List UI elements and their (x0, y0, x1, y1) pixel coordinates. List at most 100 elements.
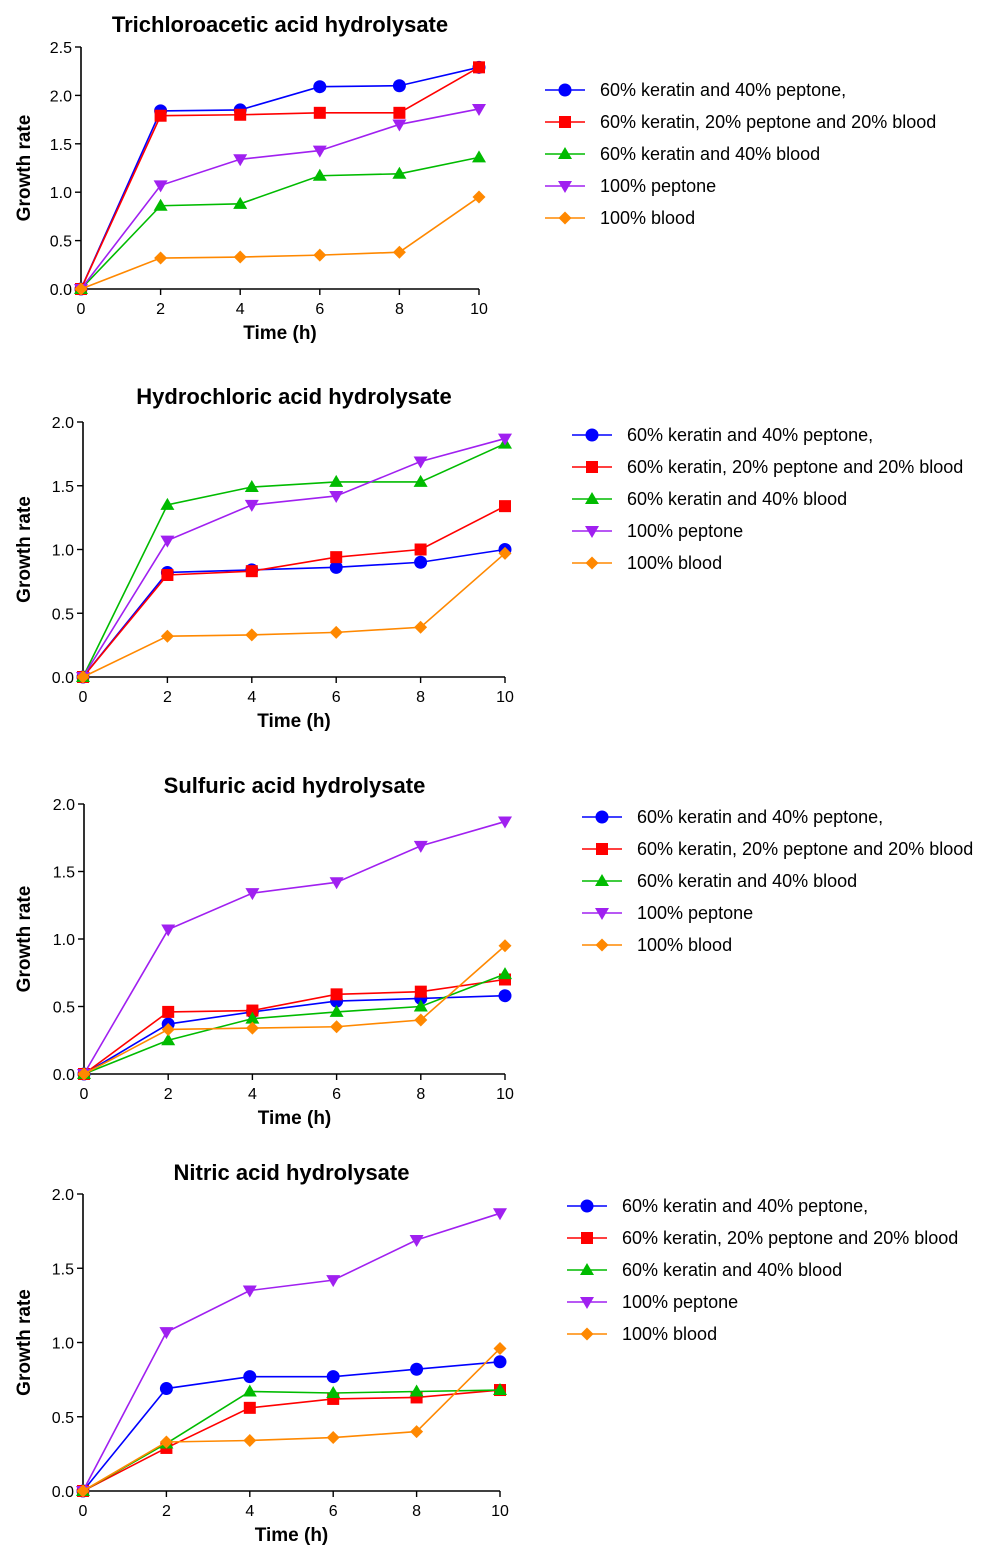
y-axis-label: Growth rate (14, 1289, 35, 1396)
data-point (414, 985, 427, 998)
data-point (413, 999, 428, 1012)
y-tick-label: 2.0 (53, 797, 75, 814)
x-tick-label: 2 (162, 1503, 171, 1520)
series-line (83, 994, 506, 1075)
data-point (498, 816, 512, 829)
data-point (245, 1011, 260, 1024)
series-line (82, 1389, 501, 1492)
data-point (392, 245, 406, 259)
data-point (153, 198, 168, 211)
y-tick-label: 0.5 (50, 234, 72, 251)
data-point (392, 79, 406, 93)
y-tick-label: 1.0 (52, 1336, 74, 1353)
data-point (329, 1004, 344, 1017)
x-tick-label: 8 (416, 689, 425, 706)
y-tick-label: 1.0 (50, 185, 72, 202)
data-point (245, 565, 258, 578)
legend-marker (558, 147, 572, 159)
series-square (75, 61, 485, 295)
legend: 60% keratin and 40% peptone, 60% keratin,… (582, 807, 973, 955)
legend-label: 100% blood (627, 553, 722, 573)
legend-marker (580, 1327, 594, 1341)
data-point (326, 1431, 340, 1445)
y-axis-label: Growth rate (14, 496, 35, 603)
data-point (244, 480, 259, 493)
legend: 60% keratin and 40% peptone, 60% keratin,… (567, 1196, 958, 1344)
y-tick-label: 0.0 (50, 282, 72, 299)
data-point (392, 119, 407, 132)
data-point (161, 1022, 175, 1036)
legend-label: 60% keratin, 20% peptone and 20% blood (637, 839, 973, 859)
series-triangle-up (74, 150, 486, 294)
data-point (413, 456, 428, 469)
data-point (233, 250, 247, 264)
y-tick-label: 2.5 (50, 40, 72, 57)
y-tick-label: 1.0 (52, 543, 74, 560)
series-triangle-up (76, 1383, 507, 1496)
data-point (414, 620, 428, 634)
x-axis-label: Time (h) (257, 711, 331, 732)
x-tick-label: 0 (79, 689, 88, 706)
legend-label: 60% keratin and 40% blood (627, 489, 847, 509)
chart-panel-2: Hydrochloric acid hydrolysate 0.0 0.5 1.0 1.… (14, 384, 963, 732)
series-square (77, 500, 511, 683)
legend-marker (558, 211, 572, 225)
series-line (80, 156, 480, 290)
data-point (159, 1327, 174, 1340)
x-tick-label: 8 (395, 301, 404, 318)
data-point (498, 967, 512, 980)
legend-marker (585, 556, 599, 570)
data-point (161, 569, 174, 581)
x-tick-label: 2 (163, 689, 172, 706)
y-tick-label: 1.5 (50, 137, 72, 154)
series-diamond (76, 1341, 507, 1498)
legend-marker (595, 938, 609, 952)
data-point (243, 1401, 256, 1414)
chart-title: Sulfuric acid hydrolysate (164, 773, 426, 798)
data-point (77, 1067, 91, 1081)
data-point (499, 500, 511, 513)
y-tick-label: 2.0 (52, 415, 74, 432)
data-point (245, 888, 260, 901)
chart-title: Hydrochloric acid hydrolysate (136, 384, 451, 409)
legend-label: 100% blood (622, 1324, 717, 1344)
series-square (77, 1384, 506, 1497)
x-tick-label: 6 (332, 1086, 341, 1103)
y-tick-label: 0.0 (52, 670, 74, 687)
data-point (330, 1020, 344, 1034)
data-point (242, 1285, 257, 1298)
legend-marker (585, 526, 599, 538)
series-line (82, 552, 506, 678)
series-line (82, 437, 506, 678)
data-point (330, 988, 343, 1001)
legend-label: 60% keratin and 40% blood (600, 144, 820, 164)
series-line (82, 442, 506, 678)
legend: 60% keratin and 40% peptone, 60% keratin,… (572, 425, 963, 573)
series-line (80, 66, 480, 290)
legend-label: 60% keratin and 40% peptone, (622, 1196, 868, 1216)
chart-panel-3: Sulfuric acid hydrolysate 0.0 0.5 1.0 1.5 2.0… (14, 773, 973, 1129)
y-tick-label: 2.0 (52, 1187, 74, 1204)
data-point (313, 106, 326, 119)
y-axis-label: Growth rate (14, 886, 35, 993)
legend-marker (559, 116, 571, 128)
series-diamond (76, 546, 512, 684)
data-point (245, 628, 259, 642)
data-point (413, 840, 428, 853)
data-point (153, 180, 168, 193)
data-point (243, 1370, 257, 1384)
data-point (498, 939, 512, 953)
series-line (82, 1347, 501, 1492)
data-point (329, 474, 344, 487)
series-line (83, 945, 506, 1075)
data-point (326, 1370, 340, 1384)
data-point (246, 1004, 259, 1017)
legend-marker (580, 1263, 594, 1275)
data-point (154, 109, 167, 122)
data-point (160, 629, 174, 643)
x-axis-label: Time (h) (243, 323, 317, 344)
series-line (82, 1361, 501, 1492)
data-point (329, 625, 343, 639)
legend-marker (596, 843, 608, 855)
series-line (80, 108, 480, 290)
